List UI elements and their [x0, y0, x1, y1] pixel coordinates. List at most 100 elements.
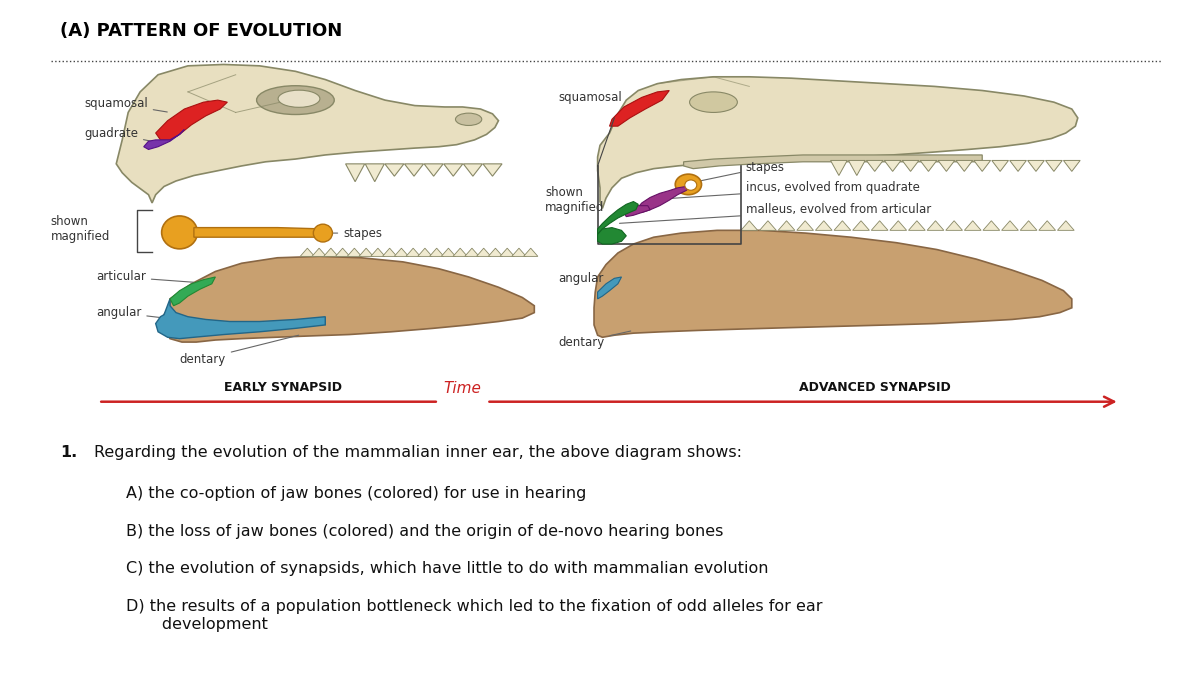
Polygon shape	[778, 220, 794, 230]
Polygon shape	[965, 220, 982, 230]
Text: shown
magnified: shown magnified	[545, 185, 605, 214]
Polygon shape	[760, 220, 776, 230]
Text: ADVANCED SYNAPSID: ADVANCED SYNAPSID	[799, 381, 950, 395]
Polygon shape	[365, 164, 384, 182]
Polygon shape	[488, 248, 503, 256]
Polygon shape	[740, 220, 757, 230]
Polygon shape	[890, 220, 907, 230]
Polygon shape	[424, 164, 443, 176]
Ellipse shape	[456, 113, 481, 126]
Polygon shape	[404, 164, 424, 176]
Polygon shape	[598, 202, 638, 234]
Polygon shape	[884, 160, 901, 171]
Text: dentary: dentary	[180, 335, 299, 366]
Polygon shape	[598, 227, 626, 244]
Text: D) the results of a population bottleneck which led to the fixation of odd allel: D) the results of a population bottlenec…	[126, 599, 822, 632]
Polygon shape	[816, 220, 832, 230]
Polygon shape	[624, 206, 650, 217]
Polygon shape	[1020, 220, 1037, 230]
Text: Regarding the evolution of the mammalian inner ear, the above diagram shows:: Regarding the evolution of the mammalian…	[94, 445, 742, 460]
Polygon shape	[430, 248, 444, 256]
Polygon shape	[523, 248, 538, 256]
Polygon shape	[347, 248, 361, 256]
Polygon shape	[385, 164, 404, 176]
Polygon shape	[312, 248, 326, 256]
Polygon shape	[1009, 160, 1026, 171]
Polygon shape	[866, 160, 883, 171]
Polygon shape	[920, 160, 937, 171]
Polygon shape	[156, 100, 227, 140]
Text: articular: articular	[96, 270, 193, 283]
Polygon shape	[395, 248, 408, 256]
Polygon shape	[359, 248, 373, 256]
Polygon shape	[418, 248, 432, 256]
Text: shown
magnified: shown magnified	[50, 215, 110, 243]
Polygon shape	[636, 187, 690, 213]
Polygon shape	[902, 160, 919, 171]
Polygon shape	[476, 248, 491, 256]
Polygon shape	[170, 277, 215, 305]
Text: squamosal: squamosal	[84, 97, 167, 112]
Polygon shape	[324, 248, 338, 256]
Text: malleus, evolved from articular: malleus, evolved from articular	[619, 203, 931, 223]
Polygon shape	[684, 155, 983, 169]
Polygon shape	[974, 160, 990, 171]
Polygon shape	[938, 160, 955, 171]
Ellipse shape	[313, 224, 332, 242]
Polygon shape	[442, 248, 456, 256]
Polygon shape	[383, 248, 397, 256]
Polygon shape	[346, 164, 365, 182]
Polygon shape	[834, 220, 851, 230]
Polygon shape	[371, 248, 385, 256]
Polygon shape	[1002, 220, 1019, 230]
Polygon shape	[1063, 160, 1080, 171]
Text: C) the evolution of synapsids, which have little to do with mammalian evolution: C) the evolution of synapsids, which hav…	[126, 561, 768, 576]
Polygon shape	[156, 299, 325, 339]
Polygon shape	[1039, 220, 1056, 230]
Ellipse shape	[257, 86, 335, 115]
Polygon shape	[300, 248, 314, 256]
Polygon shape	[1045, 160, 1062, 171]
Text: 1.: 1.	[60, 445, 77, 460]
Text: guadrate: guadrate	[84, 126, 155, 142]
Polygon shape	[482, 164, 502, 176]
Ellipse shape	[278, 90, 320, 107]
Text: incus, evolved from quadrate: incus, evolved from quadrate	[667, 181, 919, 198]
Text: angular: angular	[96, 306, 191, 321]
Text: squamosal: squamosal	[558, 91, 634, 106]
Polygon shape	[1027, 160, 1044, 171]
Polygon shape	[594, 230, 1072, 337]
Polygon shape	[871, 220, 888, 230]
Ellipse shape	[162, 216, 198, 249]
Polygon shape	[610, 91, 670, 126]
Polygon shape	[164, 256, 534, 342]
Text: angular: angular	[558, 272, 610, 285]
Polygon shape	[848, 160, 865, 176]
Polygon shape	[830, 160, 847, 176]
Polygon shape	[144, 130, 185, 149]
Text: Time: Time	[444, 381, 481, 396]
Text: B) the loss of jaw bones (colored) and the origin of de-novo hearing bones: B) the loss of jaw bones (colored) and t…	[126, 524, 724, 539]
Polygon shape	[956, 160, 973, 171]
Polygon shape	[598, 77, 1078, 209]
Polygon shape	[511, 248, 526, 256]
Polygon shape	[454, 248, 467, 256]
Polygon shape	[598, 277, 622, 299]
Text: EARLY SYNAPSID: EARLY SYNAPSID	[224, 381, 342, 395]
Polygon shape	[406, 248, 420, 256]
Polygon shape	[444, 164, 463, 176]
Polygon shape	[194, 227, 325, 237]
Text: A) the co-option of jaw bones (colored) for use in hearing: A) the co-option of jaw bones (colored) …	[126, 486, 586, 501]
Polygon shape	[983, 220, 1000, 230]
Ellipse shape	[685, 180, 697, 190]
Ellipse shape	[676, 174, 702, 195]
Text: (A) PATTERN OF EVOLUTION: (A) PATTERN OF EVOLUTION	[60, 22, 342, 40]
Polygon shape	[1057, 220, 1074, 230]
Polygon shape	[116, 64, 498, 203]
Text: stapes: stapes	[328, 227, 382, 240]
Polygon shape	[928, 220, 944, 230]
Polygon shape	[336, 248, 349, 256]
Polygon shape	[463, 164, 482, 176]
Polygon shape	[853, 220, 869, 230]
Polygon shape	[500, 248, 515, 256]
